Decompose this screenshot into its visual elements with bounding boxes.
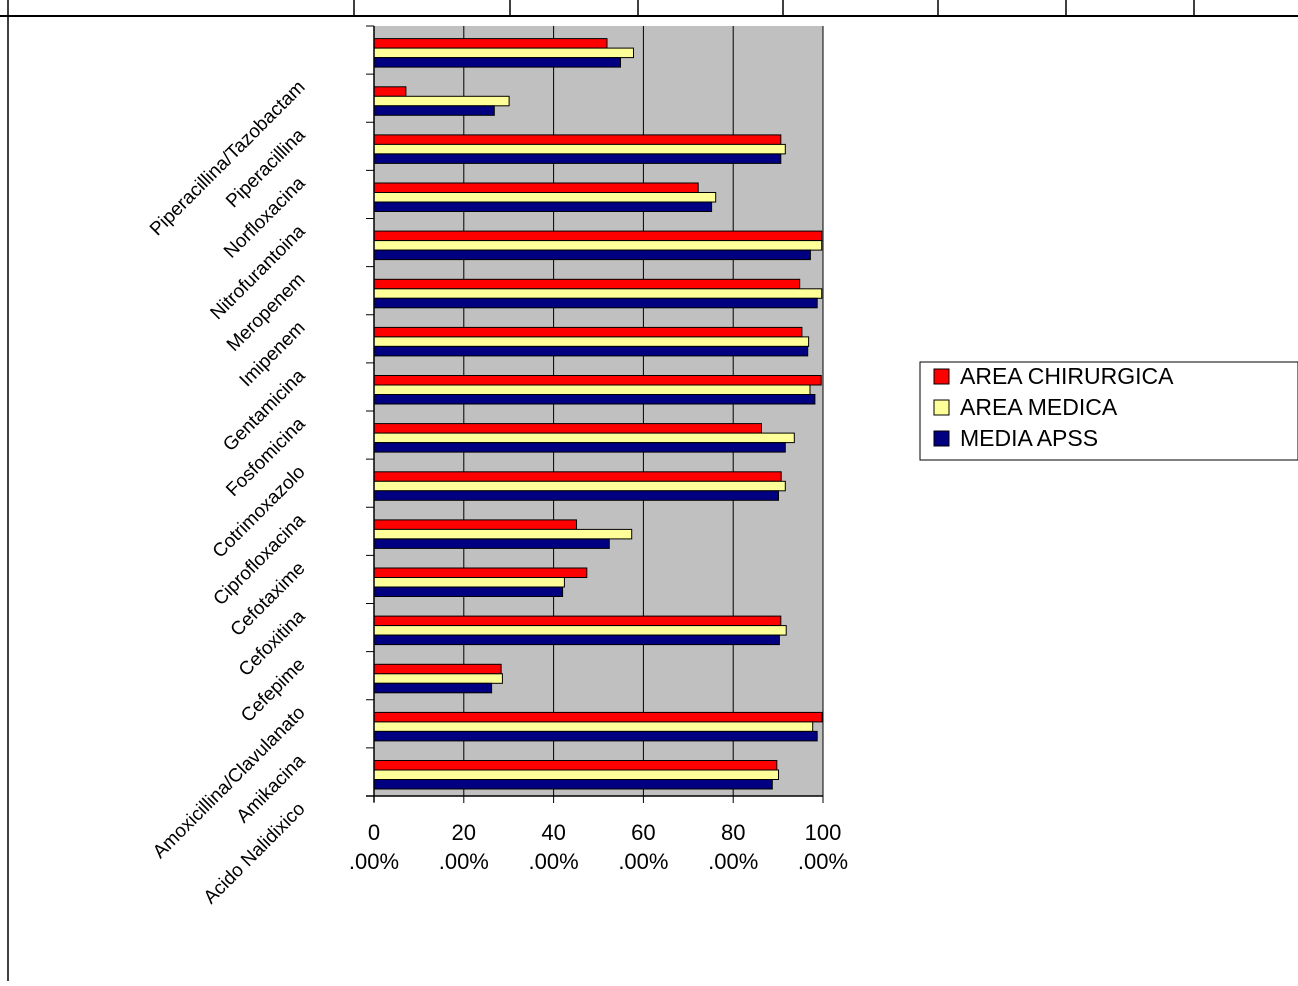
bar-area-medica [373,192,717,203]
bar-media-apss [373,394,816,405]
bar-media-apss [373,682,493,694]
bar-area-medica [373,336,810,347]
bar-area-medica [373,625,787,636]
bar-area-medica [373,384,811,395]
bar-area-chirurgica [373,423,762,434]
bar-media-apss [373,249,811,261]
legend-label: AREA MEDICA [960,394,1118,420]
x-tick-label: 20.00% [439,820,489,874]
bar-area-chirurgica [373,760,778,771]
bar-area-chirurgica [373,86,407,97]
bar-area-chirurgica [373,375,822,386]
bar-area-chirurgica [373,278,801,290]
bar-area-chirurgica [373,134,782,145]
x-tick-label: 0.00% [349,820,399,874]
legend-swatch [933,430,950,447]
bar-area-medica [373,673,503,684]
legend: AREA CHIRURGICA AREA MEDICA MEDIA APSS [919,361,1298,461]
category-label: Gentamicina [219,365,310,456]
bar-area-chirurgica [373,663,502,675]
bar-area-medica [373,432,795,444]
bar-area-chirurgica [373,711,823,723]
bar-media-apss [373,730,818,742]
bar-area-chirurgica [373,38,608,49]
bar-area-chirurgica [373,519,577,530]
bar-area-chirurgica [373,615,782,627]
x-tick-label: 40.00% [529,820,579,874]
legend-label: AREA CHIRURGICA [960,363,1174,389]
x-tick-label: 80.00% [708,820,758,874]
legend-box [919,361,1298,461]
legend-swatch [933,368,950,385]
bar-media-apss [373,779,773,790]
bar-media-apss [373,345,809,357]
bar-media-apss [373,57,621,68]
bar-media-apss [373,442,786,453]
table-column-dividers [7,0,1195,16]
bar-media-apss [373,105,495,116]
x-tick-labels: 0.00% 20.00% 40.00% 60.00% 80.00% 100.00% [349,820,848,874]
bar-media-apss [373,634,780,646]
bar-area-medica [373,528,633,540]
category-labels: Acido NalidixicoAmikacinaAmoxicillina/Cl… [146,77,310,909]
bar-area-medica [373,240,823,251]
bar-area-chirurgica [373,230,823,242]
bar-media-apss [373,586,564,597]
bar-area-medica [373,95,510,107]
bar-area-chirurgica [373,182,699,193]
x-tick-label: 60.00% [618,820,668,874]
bar-area-medica [373,721,814,732]
bar-media-apss [373,490,779,501]
bar-area-chirurgica [373,567,588,578]
bar-area-medica [373,143,786,155]
bar-media-apss [373,538,610,549]
x-tick-label: 100.00% [798,820,848,874]
bar-area-chirurgica [373,326,803,338]
axes [366,25,824,803]
bar-media-apss [373,153,782,164]
legend-label: MEDIA APSS [960,425,1098,451]
bar-area-medica [373,288,823,299]
bar-media-apss [373,297,818,309]
bar-media-apss [373,201,713,212]
bar-area-chirurgica [373,471,782,482]
bar-area-medica [373,577,565,588]
bar-area-medica [373,47,634,59]
bar-area-medica [373,480,786,492]
legend-swatch [933,399,950,416]
bar-area-medica [373,769,779,780]
